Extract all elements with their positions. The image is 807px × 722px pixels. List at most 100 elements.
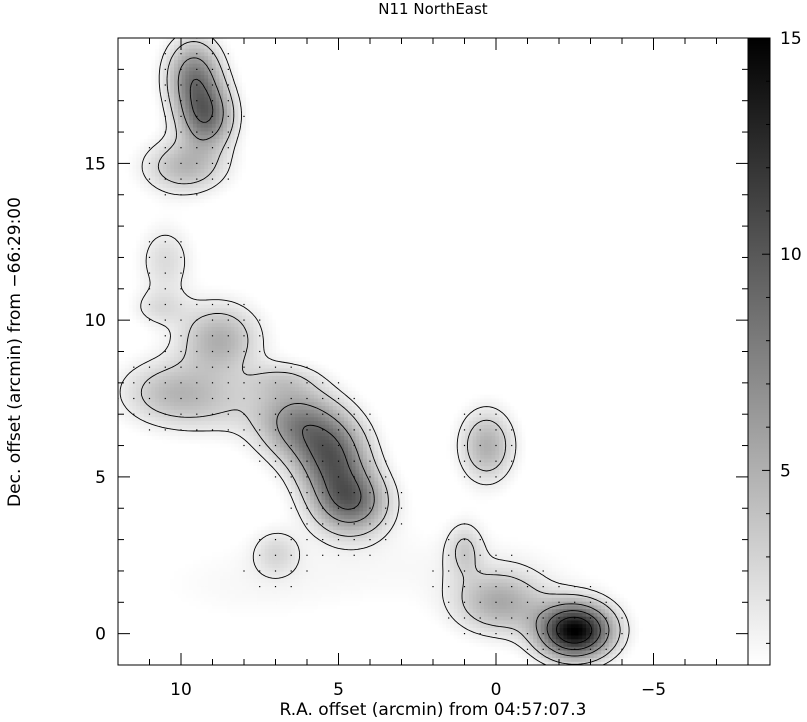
- heatmap-cell: [513, 552, 519, 557]
- heatmap-cell: [483, 397, 488, 403]
- heatmap-cell: [555, 657, 560, 662]
- heatmap-cell: [373, 548, 379, 553]
- heatmap-cell: [385, 435, 390, 440]
- heatmap-cell: [611, 634, 617, 640]
- heatmap-cell: [611, 578, 617, 583]
- heatmap-cell: [377, 578, 382, 583]
- heatmap-cell: [521, 420, 526, 425]
- heatmap-cell: [358, 525, 364, 531]
- heatmap-cell: [313, 578, 318, 583]
- heatmap-cell: [279, 439, 284, 444]
- heatmap-cell: [445, 612, 450, 617]
- heatmap-cell: [585, 646, 590, 651]
- heatmap-cell: [339, 582, 345, 587]
- heatmap-cell: [532, 661, 537, 665]
- heatmap-cell: [430, 518, 435, 523]
- heatmap-cell: [286, 619, 292, 625]
- heatmap-cell: [366, 589, 371, 595]
- heatmap-cell: [294, 582, 299, 587]
- heatmap-cell: [317, 525, 322, 531]
- heatmap-cell: [543, 601, 549, 606]
- heatmap-cell: [521, 473, 526, 478]
- heatmap-cell: [320, 601, 326, 606]
- heatmap-cell: [593, 642, 598, 647]
- heatmap-cell: [373, 476, 379, 482]
- heatmap-cell: [305, 525, 311, 531]
- heatmap-cell: [593, 627, 598, 632]
- heatmap-cell: [362, 510, 367, 516]
- heatmap-cell: [373, 608, 379, 613]
- heatmap-cell: [373, 405, 379, 410]
- heatmap-cell: [332, 412, 337, 418]
- heatmap-cell: [283, 379, 288, 384]
- heatmap-cell: [370, 469, 375, 474]
- heatmap-cell: [464, 555, 469, 561]
- heatmap-cell: [419, 593, 424, 598]
- heatmap-cell: [317, 616, 322, 621]
- heatmap-cell: [366, 439, 371, 444]
- heatmap-cell: [498, 646, 503, 651]
- heatmap-cell: [362, 473, 367, 478]
- heatmap-cell: [445, 522, 450, 527]
- heatmap-cell: [581, 642, 587, 647]
- heatmap-cell: [366, 420, 371, 425]
- heatmap-cell: [475, 616, 481, 621]
- heatmap-cell: [574, 612, 579, 617]
- heatmap-cell: [354, 379, 360, 384]
- heatmap-cell: [324, 386, 330, 391]
- heatmap-cell: [502, 461, 507, 467]
- heatmap-cell: [283, 484, 288, 489]
- heatmap-cell: [370, 567, 375, 572]
- heatmap-cell: [483, 593, 488, 598]
- heatmap-cell: [335, 416, 341, 422]
- heatmap-cell: [547, 623, 553, 628]
- heatmap-cell: [313, 597, 318, 602]
- heatmap-cell: [358, 446, 364, 452]
- heatmap-cell: [411, 491, 416, 497]
- heatmap-cell: [623, 631, 628, 636]
- heatmap-cell: [328, 397, 333, 403]
- heatmap-cell: [351, 597, 356, 602]
- heatmap-cell: [540, 533, 545, 538]
- heatmap-cell: [362, 507, 367, 512]
- heatmap-cell: [366, 537, 371, 542]
- heatmap-cell: [298, 529, 303, 534]
- heatmap-cell: [502, 544, 507, 549]
- heatmap-cell: [479, 601, 484, 606]
- heatmap-cell: [339, 555, 345, 561]
- heatmap-cell: [305, 371, 311, 376]
- heatmap-cell: [317, 540, 322, 546]
- heatmap-cell: [339, 420, 345, 425]
- heatmap-cell: [430, 578, 435, 583]
- heatmap-cell: [392, 608, 398, 613]
- heatmap-cell: [279, 578, 284, 583]
- heatmap-cell: [604, 649, 609, 655]
- heatmap-cell: [286, 537, 292, 542]
- heatmap-cell: [400, 491, 405, 497]
- heatmap-cell: [377, 555, 382, 561]
- heatmap-cell: [532, 570, 537, 576]
- heatmap-cell: [279, 559, 284, 565]
- heatmap-cell: [456, 401, 462, 407]
- heatmap-cell: [396, 578, 401, 583]
- heatmap-cell: [298, 567, 303, 572]
- heatmap-cell: [445, 507, 450, 512]
- heatmap-cell: [381, 469, 386, 474]
- heatmap-cell: [513, 424, 519, 429]
- heatmap-cell: [305, 454, 311, 459]
- heatmap-cell: [479, 499, 484, 504]
- heatmap-cell: [381, 495, 386, 501]
- heatmap-cell: [483, 518, 488, 523]
- heatmap-cell: [332, 525, 337, 531]
- heatmap-cell: [392, 555, 398, 561]
- heatmap-cell: [370, 593, 375, 598]
- heatmap-cell: [419, 510, 424, 516]
- heatmap-cell: [479, 642, 484, 647]
- heatmap-cell: [351, 427, 356, 433]
- heatmap-cell: [328, 537, 333, 542]
- heatmap-cell: [479, 552, 484, 557]
- heatmap-cell: [392, 484, 398, 489]
- heatmap-cell: [456, 559, 462, 565]
- heatmap-cell: [487, 642, 492, 647]
- heatmap-cell: [430, 616, 435, 621]
